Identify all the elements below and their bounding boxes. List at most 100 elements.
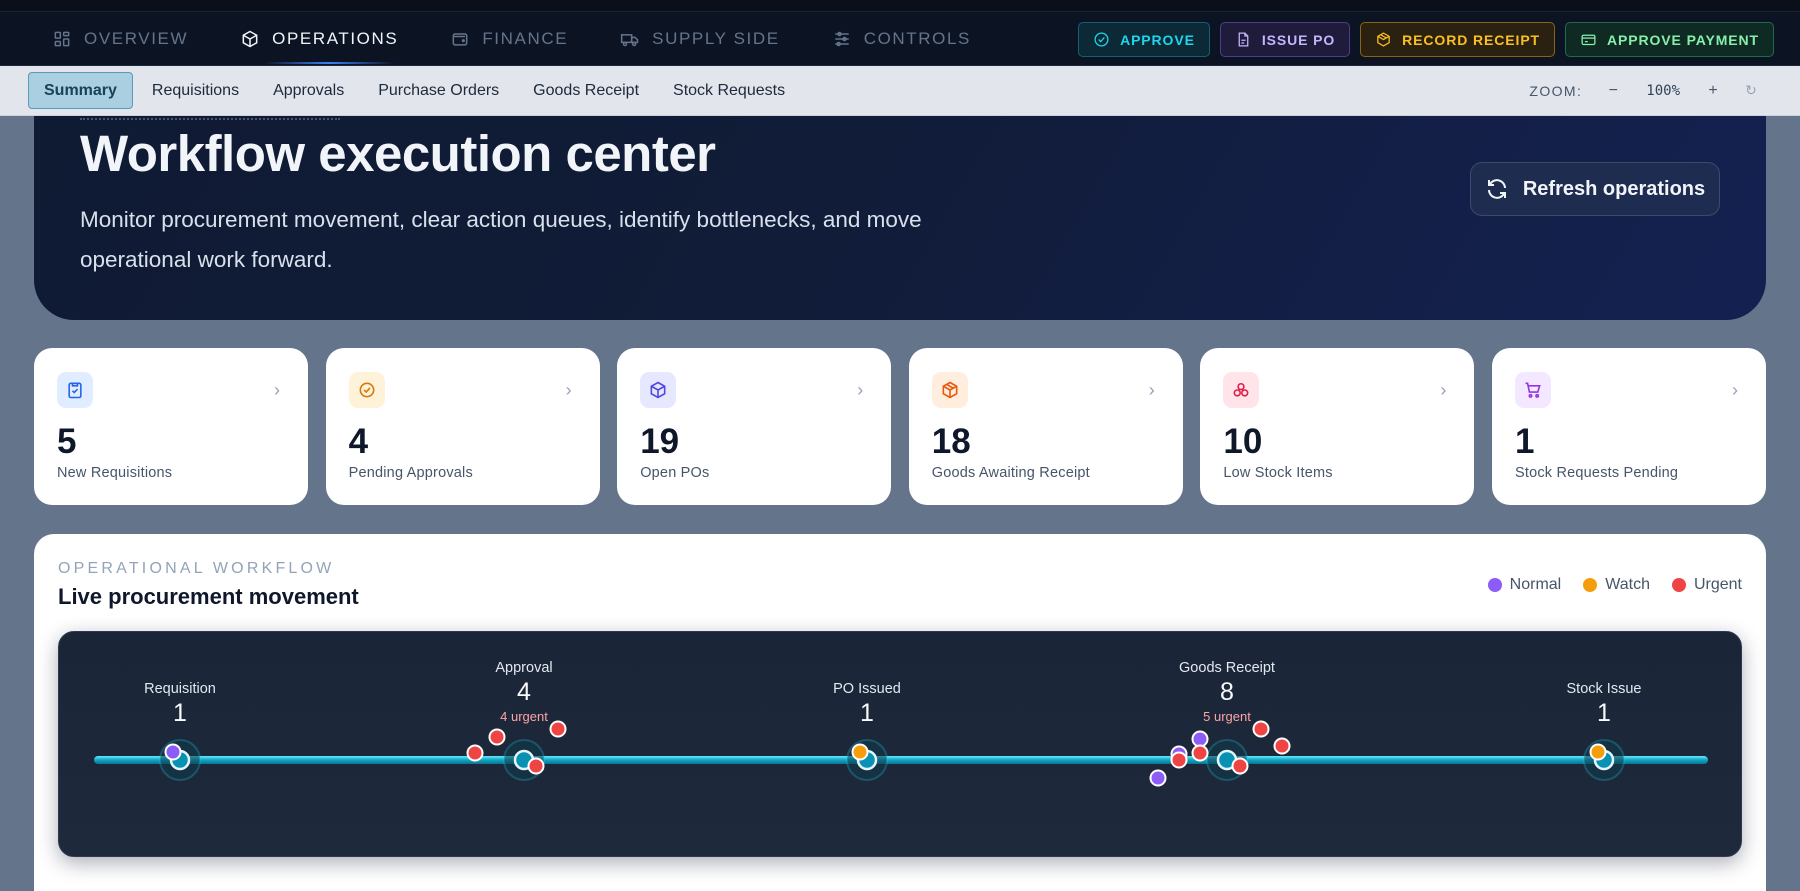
zoom-value: 100% (1646, 82, 1680, 99)
record-receipt-button[interactable]: RECORD RECEIPT (1360, 22, 1556, 57)
sub-tabs: Summary Requisitions Approvals Purchase … (28, 72, 800, 109)
item-marker-normal[interactable] (1191, 730, 1209, 748)
stage-count: 1 (860, 699, 874, 727)
refresh-operations-button[interactable]: Refresh operations (1470, 162, 1720, 216)
cut-off-eyebrow (80, 116, 340, 120)
item-marker-watch[interactable] (1589, 743, 1607, 761)
legend-label: Urgent (1693, 576, 1742, 593)
truck-icon (621, 34, 639, 47)
legend-dot-normal (1487, 578, 1502, 592)
kpi-card-new-requisitions[interactable]: › 5 New Requisitions (34, 348, 308, 505)
item-marker-urgent[interactable] (1273, 737, 1291, 755)
stage-count: 1 (1597, 699, 1611, 727)
check-circle-icon (348, 372, 385, 408)
legend-item-urgent: Urgent (1671, 576, 1742, 594)
stage-count: 1 (173, 699, 187, 727)
refresh-operations-label: Refresh operations (1522, 177, 1706, 200)
kpi-card-pending-approvals[interactable]: › 4 Pending Approvals (325, 348, 600, 505)
kpi-card-goods-awaiting-receipt[interactable]: › 18 Goods Awaiting Receipt (908, 348, 1183, 505)
stage-goods-receipt[interactable]: Goods Receipt 8 5 urgent (1149, 660, 1291, 787)
tab-operations-label: OPERATIONS (272, 29, 399, 48)
item-marker-urgent[interactable] (1252, 720, 1270, 738)
package-icon (1377, 32, 1390, 47)
stage-approval[interactable]: Approval 4 4 urgent (466, 660, 567, 781)
kpi-row: › 5 New Requisitions › 4 Pending Approva… (34, 348, 1766, 505)
zoom-in-button[interactable]: + (1708, 81, 1718, 99)
tab-controls[interactable]: CONTROLS (816, 12, 987, 66)
chevron-right-icon: › (1731, 380, 1738, 400)
chevron-right-icon: › (1440, 380, 1447, 400)
box-icon (242, 30, 258, 48)
zoom-out-button[interactable]: − (1608, 81, 1618, 99)
kpi-value: 4 (348, 422, 369, 461)
approve-payment-button-label: APPROVE PAYMENT (1607, 31, 1759, 48)
box-icon (640, 372, 677, 408)
tab-overview-label: OVERVIEW (84, 29, 189, 48)
zoom-reset-icon[interactable]: ↻ (1745, 82, 1757, 98)
item-marker-watch[interactable] (851, 743, 869, 761)
stage-label: Stock Issue (1567, 681, 1642, 697)
kpi-label: Goods Awaiting Receipt (931, 465, 1090, 481)
kpi-value: 5 (57, 422, 77, 461)
stage-stock-issue[interactable]: Stock Issue 1 (1567, 681, 1642, 781)
kpi-card-stock-requests-pending[interactable]: › 1 Stock Requests Pending (1491, 348, 1766, 505)
approve-button[interactable]: APPROVE (1078, 22, 1210, 57)
tab-finance[interactable]: FINANCE (434, 12, 584, 66)
kpi-label: Pending Approvals (348, 465, 473, 481)
subtab-requisitions[interactable]: Requisitions (151, 81, 240, 99)
workflow-track-svg: Requisition 1 Approval 4 4 urgent P (94, 660, 1708, 787)
item-marker-urgent[interactable] (527, 757, 545, 775)
subtab-summary[interactable]: Summary (28, 72, 133, 109)
legend: Normal Watch Urgent (1487, 576, 1742, 594)
cart-icon (1514, 372, 1551, 408)
top-navigation: OVERVIEW OPERATIONS FINANCE SUPPLY SIDE … (0, 0, 1800, 66)
stage-label: Requisition (144, 681, 216, 697)
subtab-goods-receipt[interactable]: Goods Receipt (533, 81, 640, 99)
item-marker-normal[interactable] (164, 743, 182, 761)
approve-payment-button[interactable]: APPROVE PAYMENT (1565, 22, 1774, 57)
workflow-track: Requisition 1 Approval 4 4 urgent P (58, 631, 1742, 857)
item-marker-urgent[interactable] (1231, 757, 1249, 775)
record-receipt-button-label: RECORD RECEIPT (1402, 31, 1541, 48)
kpi-card-open-pos[interactable]: › 19 Open POs (617, 348, 892, 505)
document-icon (1238, 32, 1249, 47)
refresh-icon (1487, 179, 1506, 199)
subtab-approvals[interactable]: Approvals (273, 81, 345, 99)
item-marker-urgent[interactable] (549, 720, 567, 738)
workflow-panel: OPERATIONAL WORKFLOW Live procurement mo… (34, 534, 1766, 891)
tab-supply-side[interactable]: SUPPLY SIDE (604, 12, 796, 66)
item-marker-urgent[interactable] (1191, 744, 1209, 762)
item-marker-normal[interactable] (1149, 769, 1167, 787)
check-circle-icon (1094, 32, 1109, 47)
issue-po-button-label: ISSUE PO (1261, 31, 1336, 48)
kpi-card-low-stock-items[interactable]: › 10 Low Stock Items (1200, 348, 1475, 505)
clipboard-check-icon (57, 372, 93, 408)
kpi-label: Low Stock Items (1223, 465, 1333, 481)
package-icon (931, 372, 968, 408)
grid-icon (54, 31, 70, 47)
item-marker-urgent[interactable] (1170, 751, 1188, 769)
tab-operations[interactable]: OPERATIONS (224, 12, 414, 66)
chevron-right-icon: › (274, 380, 280, 400)
kpi-label: Stock Requests Pending (1514, 465, 1679, 481)
kpi-label: Open POs (640, 465, 710, 481)
page-title: Workflow execution center (80, 125, 716, 182)
chevron-right-icon: › (857, 380, 864, 400)
sliders-icon (835, 31, 849, 47)
tab-supply-side-label: SUPPLY SIDE (652, 29, 780, 48)
subtab-purchase-orders[interactable]: Purchase Orders (378, 81, 500, 99)
subtab-stock-requests[interactable]: Stock Requests (673, 81, 786, 99)
workflow-eyebrow: OPERATIONAL WORKFLOW (58, 560, 335, 577)
stage-count: 4 (517, 678, 531, 706)
issue-po-button[interactable]: ISSUE PO (1219, 22, 1351, 57)
tab-overview[interactable]: OVERVIEW (36, 12, 204, 66)
stage-requisition[interactable]: Requisition 1 (144, 681, 216, 781)
item-marker-urgent[interactable] (466, 744, 484, 762)
kpi-value: 10 (1223, 422, 1263, 461)
item-marker-urgent[interactable] (488, 728, 506, 746)
stage-label: Goods Receipt (1179, 660, 1275, 676)
stage-po-issued[interactable]: PO Issued 1 (833, 681, 901, 781)
tab-finance-label: FINANCE (482, 29, 569, 48)
card-icon (1581, 34, 1596, 46)
page-description: Monitor procurement movement, clear acti… (80, 207, 922, 272)
